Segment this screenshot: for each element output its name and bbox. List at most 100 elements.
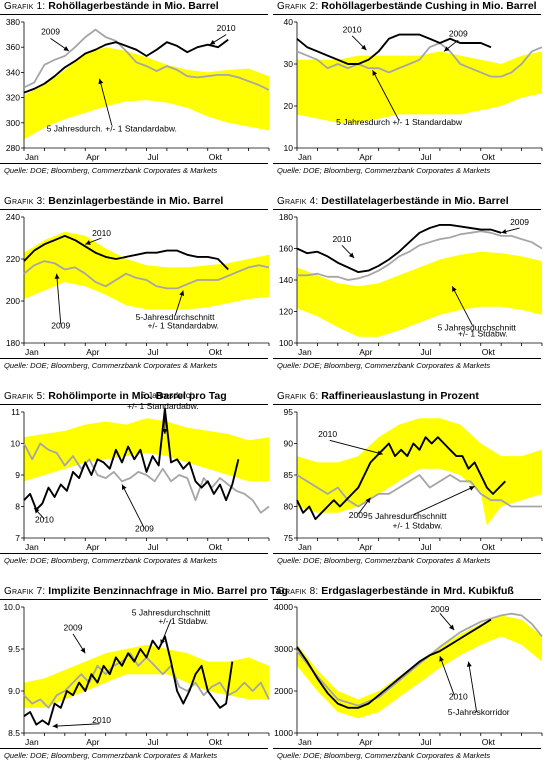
arrow-head (444, 46, 450, 52)
chart-title: Grafik 2: Rohöllagerbestände Cushing in … (277, 0, 537, 12)
x-tick-label: Jan (25, 542, 39, 552)
x-tick-label: Apr (359, 737, 372, 747)
series-line-2010 (23, 407, 240, 511)
x-tick-label: Jul (148, 542, 159, 552)
arrow-head (85, 240, 91, 245)
arrow-head (209, 39, 216, 45)
source-note: Quelle: DOE; Bloomberg, Commerzbank Corp… (4, 361, 218, 370)
chart-svg: 95 90 85 80 75 Jan Apr Jul Okt 2010 2009 5 Jahresdu… (284, 407, 543, 552)
x-tick-label: Jul (148, 152, 159, 162)
annotation-label: 2010 (92, 228, 111, 238)
chart-prefix: Grafik 8: (277, 586, 322, 597)
chart-prefix: Grafik 1: (4, 1, 49, 12)
title-divider (0, 14, 268, 15)
arrow-head (179, 290, 185, 297)
x-tick-label: Jan (25, 152, 39, 162)
y-tick-label: 95 (284, 407, 294, 417)
arrow-head (469, 486, 475, 491)
annotation-arrow (413, 485, 475, 516)
arrow-head (449, 624, 455, 631)
source-note: Quelle: DOE; Bloomberg, Commerzbank Corp… (4, 751, 218, 760)
x-tick-label: Okt (209, 542, 223, 552)
annotation-arrow (52, 723, 100, 727)
chart-title: Grafik 7: Implizite Benzinnachfrage in M… (4, 585, 288, 597)
y-tick-label: 10 (284, 143, 294, 153)
chart-title: Grafik 3: Benzinlagerbestände in Mio. Ba… (4, 195, 223, 207)
chart-panel-1: Grafik 1: Rohöllagerbestände in Mio. Bar… (0, 0, 273, 190)
annotation-label: 2009 (449, 29, 468, 39)
x-tick-label: Apr (359, 347, 372, 357)
y-tick-label: 90 (284, 439, 294, 449)
chart-prefix: Grafik 6: (277, 391, 322, 402)
chart-title: Grafik 6: Raffinerieauslastung in Prozen… (277, 390, 479, 402)
series-line-2010 (296, 618, 492, 709)
title-divider (273, 209, 541, 210)
chart-panel-4: Grafik 4: Destillatelagerbestände in Mio… (273, 195, 546, 385)
series-line-2010 (296, 33, 492, 65)
title-divider (0, 404, 268, 405)
title-divider (273, 404, 541, 405)
chart-title: Grafik 5: Rohölimporte in Mio. Barrel pr… (4, 390, 227, 402)
source-divider (273, 163, 541, 164)
source-divider (0, 358, 268, 359)
y-tick-label: 360 (6, 42, 20, 52)
source-divider (0, 553, 268, 554)
y-tick-label: 30 (284, 59, 294, 69)
series-line-2010 (23, 635, 234, 726)
y-tick-label: 340 (6, 67, 20, 77)
annotation-label: 2009 (64, 623, 83, 633)
y-tick-label: 8.5 (8, 728, 20, 738)
source-note: Quelle: DOE; Bloomberg, Commerzbank Corp… (277, 361, 491, 370)
chart-svg: 11 10 9 8 7 Jan Apr Jul Okt 5 Jahresdurch.+/- 1 S… (11, 390, 270, 552)
chart-title-text: Erdgaslagerbestände in Mrd. Kubikfuß (321, 585, 514, 597)
annotation-arrow (56, 273, 62, 325)
chart-svg: 180 160 140 120 100 Jan Apr Jul Okt 2010 2009 5 Jah… (279, 212, 543, 357)
annotation-label: 5 Jahresdurch. (141, 390, 197, 400)
annotation-arrow (451, 286, 473, 326)
annotation-label: 2010 (343, 25, 362, 35)
series-line-2009 (297, 230, 543, 281)
y-tick-label: 220 (6, 254, 20, 264)
arrow-head (63, 46, 69, 51)
annotation-label: 2010 (92, 715, 111, 725)
series-line-2009 (23, 442, 270, 514)
annotation-label: 2010 (217, 23, 236, 33)
chart-title: Grafik 4: Destillatelagerbestände in Mio… (277, 195, 509, 207)
x-tick-label: Okt (209, 737, 223, 747)
arrow-head (439, 656, 444, 662)
y-tick-label: 380 (6, 17, 20, 27)
y-tick-label: 85 (284, 470, 294, 480)
y-tick-label: 7 (15, 533, 20, 543)
x-tick-label: Okt (482, 347, 496, 357)
std-band (297, 615, 542, 719)
annotation-label: +/- 1 Standardabw. (147, 320, 219, 330)
annotation-arrow (468, 661, 478, 713)
series-line-2010 (23, 38, 229, 94)
annotation-label: 5 Jahresdurchschnitt (368, 511, 447, 521)
annotation-label: 2009 (510, 217, 529, 227)
chart-title-text: Rohöllagerbestände in Mio. Barrel (48, 0, 219, 12)
x-tick-label: Jul (148, 347, 159, 357)
annotation-label: 2009 (41, 27, 60, 37)
arrow-head (54, 273, 60, 279)
annotation-label: 2010 (35, 514, 54, 524)
y-tick-label: 4000 (274, 602, 293, 612)
y-tick-label: 200 (6, 296, 20, 306)
annotation-label: 2009 (51, 320, 70, 330)
annotation-arrow (329, 439, 383, 455)
arrow-head (466, 661, 472, 667)
title-divider (0, 209, 268, 210)
x-tick-label: Jan (25, 347, 39, 357)
y-tick-label: 20 (284, 101, 294, 111)
annotation-arrow (372, 70, 400, 121)
annotation-label: 5-Jahreskorridor (448, 707, 510, 717)
series-line-2009 (296, 612, 543, 707)
source-divider (0, 748, 268, 749)
series-line-2010 (23, 234, 229, 271)
chart-prefix: Grafik 2: (277, 1, 322, 12)
source-note: Quelle: DOE; Bloomberg, Commerzbank Corp… (4, 166, 218, 175)
title-divider (273, 14, 541, 15)
x-tick-label: Apr (359, 152, 372, 162)
x-tick-label: Okt (482, 542, 496, 552)
